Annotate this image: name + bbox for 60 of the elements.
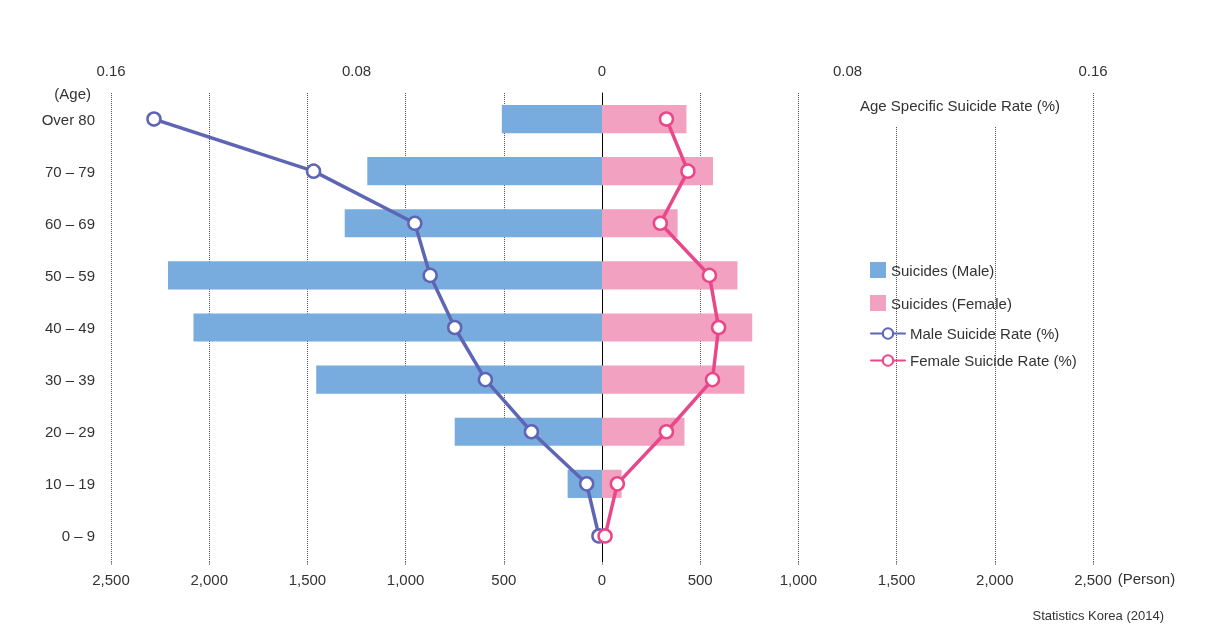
x-tick-label: 500 (687, 571, 713, 588)
bar (316, 365, 602, 394)
bar (602, 365, 745, 394)
bar (454, 417, 602, 446)
x-tick-label: 2,000 (976, 571, 1014, 588)
bar (167, 261, 602, 290)
point (652, 215, 669, 232)
y-tick-label: 50 – 59 (44, 266, 95, 284)
text: Statistics Korea (2014) (1032, 608, 1165, 623)
x2-tick-label: 0.08 (832, 62, 863, 79)
point (710, 319, 727, 336)
legend-label: Female Suicide Rate (%) (910, 352, 1077, 369)
x-tick-label: 2,500 (92, 571, 130, 588)
point (658, 423, 675, 440)
x-tick-label: 1,500 (877, 571, 916, 588)
legend-label: Suicides (Female) (891, 294, 1012, 312)
x2-axis-title: Age Specific Suicide Rate (%) (860, 97, 1061, 114)
y-tick-label: 30 – 39 (44, 371, 95, 389)
point (680, 163, 696, 179)
point (407, 215, 423, 232)
point (523, 423, 540, 440)
point (701, 267, 718, 284)
legend-label: Male Suicide Rate (%) (910, 325, 1060, 342)
legend-label: Suicides (Male) (891, 261, 995, 279)
y-tick-label: 60 – 69 (44, 214, 95, 232)
y-tick-label: 10 – 19 (44, 475, 95, 493)
bar (602, 313, 753, 342)
x2-tick-label: 0 (597, 62, 607, 79)
y-tick-label: 70 – 79 (44, 162, 95, 180)
x2-tick-label: 0.16 (1078, 62, 1108, 79)
bar (602, 261, 738, 290)
bar (193, 313, 602, 342)
x-tick-label: 1,000 (386, 571, 425, 588)
y-axis-title: (Age) (54, 85, 91, 102)
bar (602, 157, 713, 186)
x-tick-label: 2,500 (1074, 571, 1112, 588)
y-tick-label: 20 – 29 (44, 423, 95, 441)
bar (367, 157, 602, 186)
point (704, 371, 721, 388)
x-tick-label: 1,500 (288, 571, 327, 588)
x-tick-label: 2,000 (190, 571, 228, 588)
y-tick-label: 40 – 49 (44, 319, 95, 336)
y-tick-label: Over 80 (41, 110, 95, 128)
x-axis-title: (Person) (1117, 570, 1176, 587)
point (422, 267, 438, 284)
bar (501, 104, 602, 134)
x2-tick-label: 0.16 (96, 62, 126, 79)
point (146, 111, 162, 127)
x-tick-label: 500 (491, 571, 517, 588)
bar (344, 209, 602, 238)
bar (602, 104, 687, 134)
point (597, 528, 613, 544)
x2-tick-label: 0.08 (341, 62, 372, 79)
x-tick-label: 1,000 (779, 571, 818, 588)
point (477, 371, 494, 388)
point (658, 111, 675, 127)
x-tick-label: 0 (597, 571, 607, 588)
y-tick-label: 0 – 9 (61, 527, 95, 545)
point (305, 163, 322, 179)
point (446, 319, 463, 336)
